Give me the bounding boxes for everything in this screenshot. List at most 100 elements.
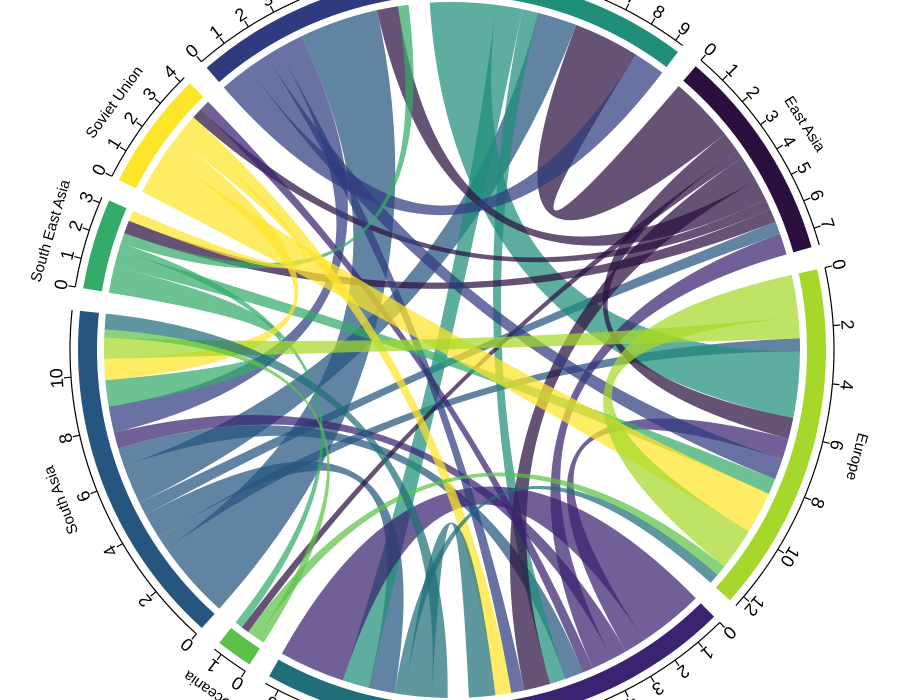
- tick-mark: [196, 56, 202, 63]
- sector-arc: [683, 66, 812, 253]
- tick-mark: [174, 76, 181, 83]
- tick-mark: [650, 676, 655, 683]
- tick-label: 6: [73, 488, 95, 505]
- tick-label: 6: [826, 438, 848, 453]
- tick-mark: [675, 34, 681, 41]
- tick-label: 4: [836, 379, 857, 391]
- tick-mark: [743, 596, 750, 602]
- tick-mark: [776, 144, 784, 150]
- chord: [105, 266, 282, 407]
- sector-axis: [603, 0, 684, 47]
- tick-label: 8: [806, 494, 828, 511]
- tick-mark: [721, 74, 728, 81]
- tick-mark: [803, 197, 811, 202]
- chord: [128, 129, 306, 269]
- tick-mark: [274, 689, 279, 697]
- tick-mark: [150, 591, 157, 597]
- sector-arc: [269, 659, 393, 700]
- tick-label: 2: [231, 4, 250, 26]
- chord: [537, 24, 725, 221]
- tick-label: 7: [623, 0, 641, 8]
- sector-arc: [118, 83, 204, 189]
- tick-mark: [813, 225, 821, 229]
- chord: [566, 418, 789, 652]
- tick-mark: [741, 96, 748, 103]
- sector-axis: [200, 0, 301, 63]
- tick-label: 8: [55, 431, 77, 445]
- tick-label: 3: [75, 189, 97, 206]
- sector-axis: [74, 197, 103, 288]
- chords: [103, 1, 801, 698]
- tick-mark: [832, 383, 840, 386]
- tick-label: 2: [120, 108, 142, 128]
- tick-mark: [719, 622, 726, 628]
- chord: [602, 134, 794, 439]
- tick-mark: [760, 119, 767, 126]
- sector-label: Soviet Union: [83, 63, 147, 142]
- sector-axis: [69, 310, 197, 635]
- tick-label: 4: [778, 132, 800, 151]
- tick-label: 1: [56, 248, 78, 263]
- tick-label: 2: [837, 319, 858, 330]
- tick-label: 1: [203, 655, 223, 677]
- tick-mark: [154, 98, 161, 104]
- tick-mark: [824, 265, 832, 269]
- tick-mark: [216, 654, 222, 661]
- tick-mark: [240, 670, 246, 678]
- tick-label: 0: [88, 161, 110, 179]
- tick-mark: [650, 17, 656, 25]
- tick-mark: [63, 376, 72, 379]
- chord: [248, 472, 725, 639]
- tick-label: 5: [793, 159, 815, 177]
- sector-axis: [735, 267, 835, 607]
- tick-mark: [92, 199, 100, 204]
- chord: [405, 522, 496, 698]
- sector-axis: [111, 77, 185, 177]
- tick-label: 4: [622, 692, 640, 700]
- tick-mark: [790, 170, 798, 175]
- tick-mark: [136, 121, 143, 127]
- chord: [120, 4, 414, 269]
- tick-label: 10: [776, 543, 804, 571]
- tick-label: 1: [206, 21, 226, 43]
- tick-label: 3: [761, 106, 783, 126]
- chord: [123, 12, 577, 503]
- tick-mark: [219, 37, 225, 44]
- tick-mark: [72, 434, 80, 438]
- tick-label: 6: [263, 692, 281, 700]
- sector-axis: [264, 682, 301, 700]
- tick-mark: [822, 441, 830, 444]
- sector-arc: [715, 269, 826, 601]
- sector-label: Europe: [842, 431, 871, 482]
- chord: [118, 425, 583, 679]
- chord: [281, 486, 696, 681]
- chord: [139, 221, 781, 515]
- tick-mark: [90, 490, 98, 495]
- tick-label: 2: [134, 590, 156, 610]
- sector-axis: [700, 59, 820, 246]
- chord: [114, 251, 776, 494]
- tick-label: 7: [816, 216, 838, 232]
- tick-mark: [269, 5, 275, 13]
- tick-mark: [244, 20, 249, 28]
- sector-arc: [206, 0, 393, 83]
- sector-label: South East Asia: [28, 177, 75, 284]
- tick-mark: [105, 172, 113, 177]
- tick-label: 6: [806, 187, 828, 204]
- chord: [603, 274, 799, 567]
- tick-label: 3: [649, 677, 668, 699]
- sector-arc: [219, 627, 260, 665]
- tick-mark: [74, 256, 82, 259]
- tick-label: 10: [46, 368, 67, 389]
- sector-arc: [511, 603, 715, 700]
- tick-mark: [624, 690, 629, 698]
- sector-arc: [83, 200, 127, 292]
- tick-mark: [119, 146, 127, 152]
- tick-mark: [700, 54, 706, 61]
- tick-label: 3: [258, 0, 276, 11]
- tick-mark: [116, 543, 124, 548]
- chord: [124, 209, 776, 289]
- tick-label: 0: [50, 278, 71, 291]
- tick-mark: [674, 659, 680, 667]
